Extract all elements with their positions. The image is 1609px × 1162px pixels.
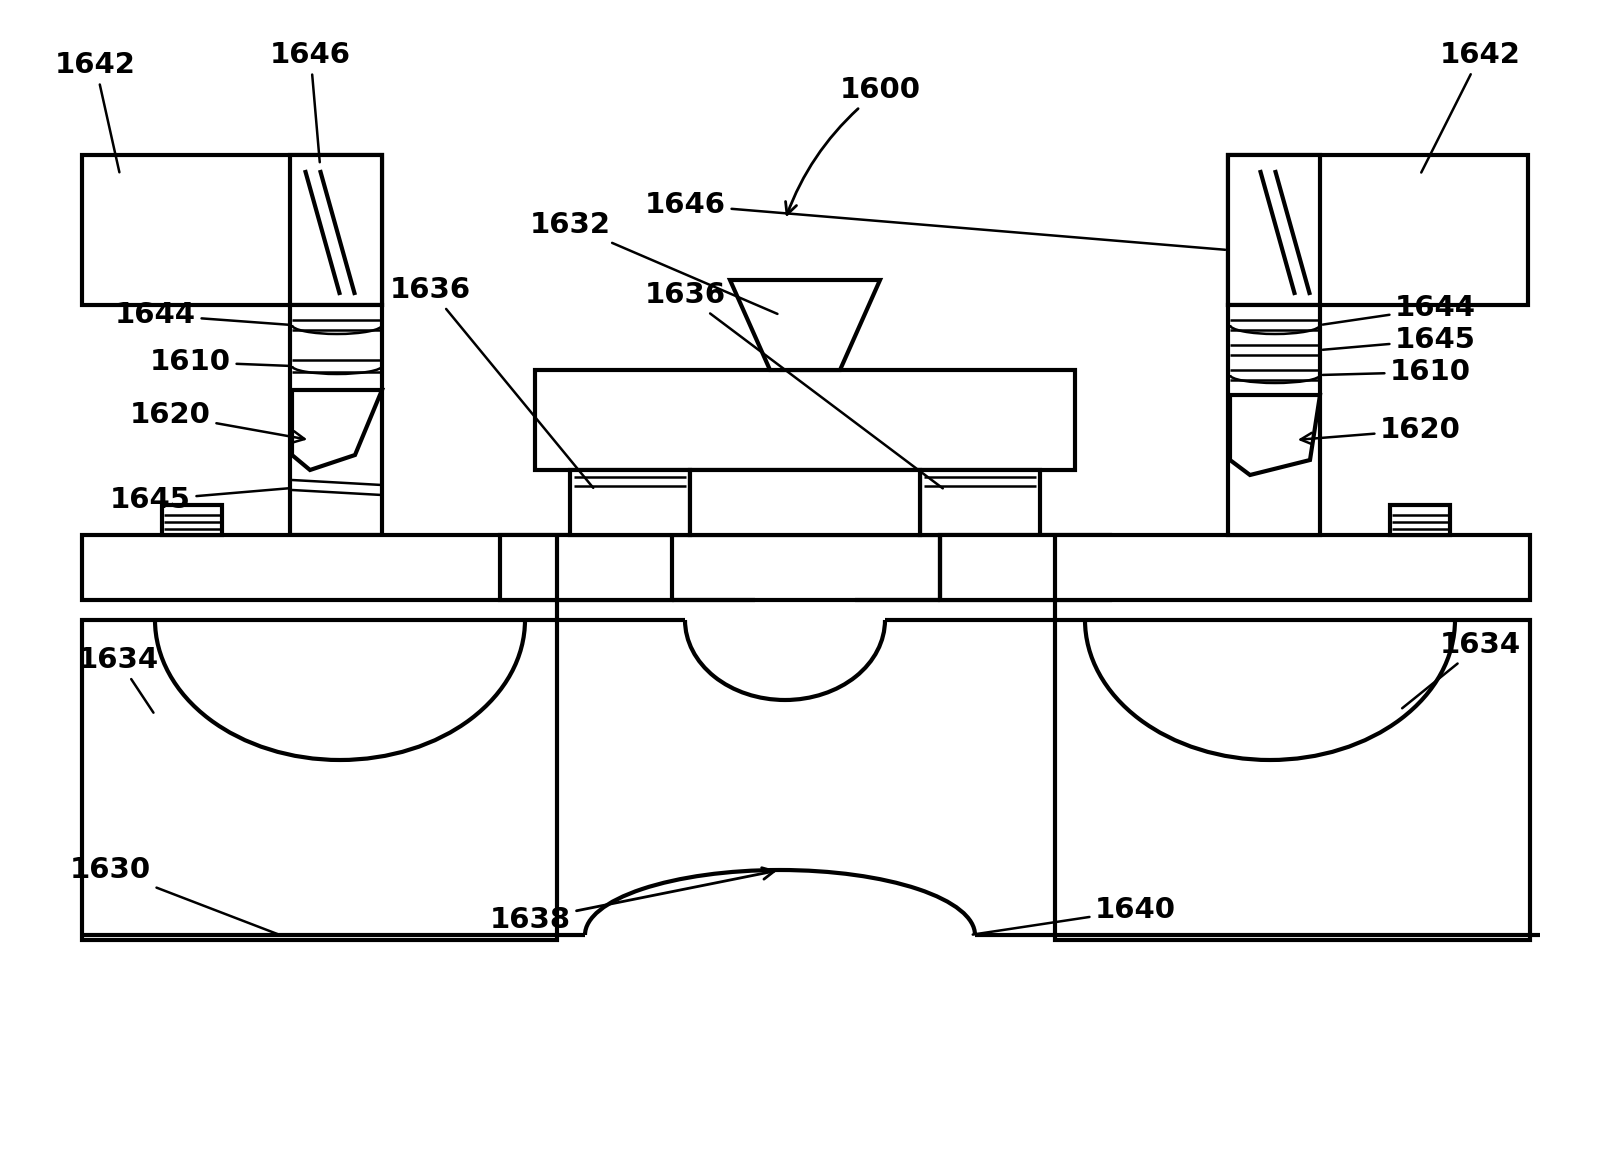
Text: 1645: 1645 (109, 486, 290, 514)
Text: 1642: 1642 (55, 51, 135, 172)
Bar (536, 370, 1075, 469)
Text: 1646: 1646 (270, 41, 351, 163)
Polygon shape (1229, 395, 1319, 475)
Text: 1640: 1640 (973, 896, 1176, 934)
Bar (570, 469, 690, 535)
Text: 1634: 1634 (1401, 631, 1521, 709)
Text: 1634: 1634 (77, 646, 159, 712)
Bar (82, 155, 381, 304)
Text: 1638: 1638 (491, 868, 774, 934)
Bar (290, 155, 381, 304)
Bar (1056, 621, 1530, 940)
Text: 1636: 1636 (389, 277, 594, 488)
Bar (940, 535, 1530, 600)
Bar (920, 469, 1039, 535)
Text: 1610: 1610 (150, 347, 290, 376)
Polygon shape (291, 390, 381, 469)
Text: 1636: 1636 (645, 281, 943, 488)
Text: 1644: 1644 (114, 301, 290, 329)
Text: 1642: 1642 (1421, 41, 1521, 172)
Text: 1646: 1646 (645, 191, 1224, 250)
Text: 1645: 1645 (1323, 327, 1475, 354)
Bar (290, 304, 381, 535)
Text: 1630: 1630 (71, 856, 277, 934)
Bar (82, 535, 673, 600)
Text: 1644: 1644 (1323, 294, 1475, 324)
Bar (82, 621, 557, 940)
Bar (163, 505, 222, 535)
Bar (1228, 155, 1529, 304)
Text: 1610: 1610 (1323, 358, 1471, 386)
Bar (1228, 304, 1319, 535)
Bar (500, 535, 1110, 600)
Text: 1620: 1620 (130, 401, 304, 443)
Text: 1620: 1620 (1300, 416, 1461, 444)
Polygon shape (730, 280, 880, 370)
Bar (690, 469, 920, 535)
Text: 1600: 1600 (785, 76, 920, 215)
Bar (1228, 155, 1319, 304)
Text: 1632: 1632 (529, 211, 777, 314)
Bar (1390, 505, 1450, 535)
